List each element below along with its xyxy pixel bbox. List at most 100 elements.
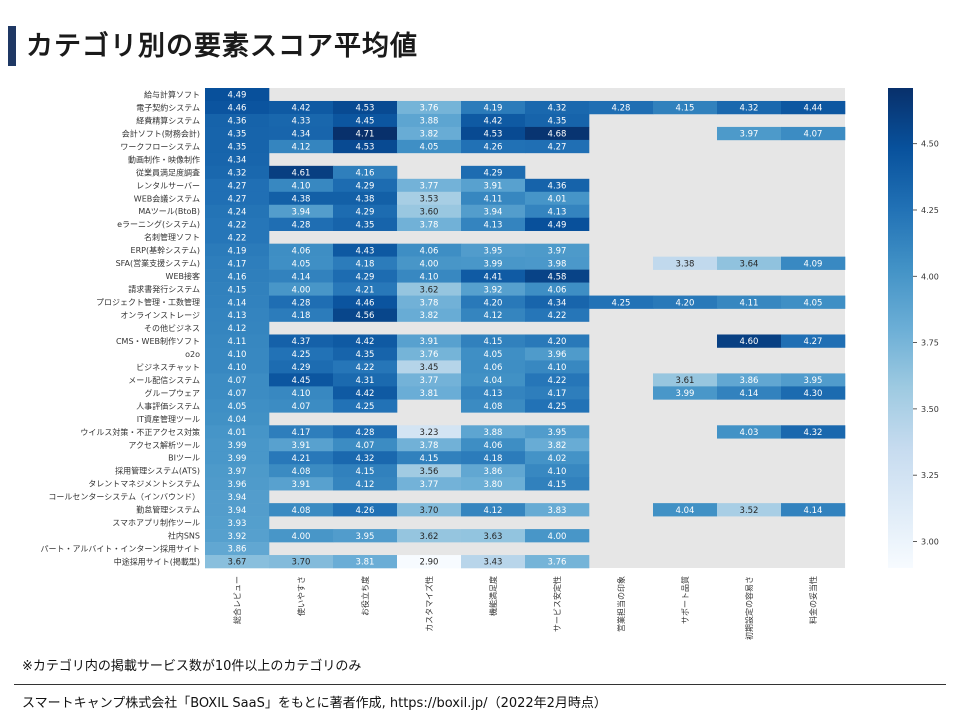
heatmap-cell	[205, 334, 270, 348]
row-label: 請求書発行システム	[128, 284, 200, 294]
heatmap-cell	[525, 464, 590, 478]
cell-value-label: 4.28	[356, 428, 375, 438]
cell-value-label: 3.88	[420, 117, 439, 127]
heatmap-cell	[717, 334, 782, 348]
heatmap-cell	[461, 217, 526, 232]
heatmap-cell	[333, 347, 398, 361]
cell-value-label: 4.00	[292, 285, 311, 295]
cell-value-label: 3.95	[804, 376, 823, 386]
heatmap-cell	[269, 438, 334, 452]
row-label: メール配信システム	[128, 375, 200, 385]
heatmap-cell	[269, 503, 334, 517]
heatmap-cell	[397, 100, 462, 115]
heatmap-cell	[205, 321, 270, 335]
cell-value-label: 4.58	[548, 272, 567, 282]
cell-value-label: 4.32	[740, 104, 759, 114]
heatmap-cell	[461, 282, 526, 296]
cell-value-label: 4.32	[228, 169, 247, 179]
cell-value-label: 3.77	[420, 376, 439, 386]
heatmap-cell	[525, 282, 590, 296]
heatmap-cell	[461, 334, 526, 348]
cell-value-label: 4.49	[228, 91, 247, 101]
row-label: MAツール(BtoB)	[138, 207, 200, 216]
heatmap-cell	[525, 399, 590, 413]
heatmap-cell	[205, 555, 270, 569]
row-label: スマホアプリ制作ツール	[112, 518, 200, 528]
heatmap-cell	[461, 360, 526, 374]
cell-value-label: 4.29	[484, 169, 503, 179]
heatmap-cell	[205, 347, 270, 361]
cell-value-label: 4.42	[356, 337, 375, 347]
heatmap-cell	[781, 503, 846, 517]
cell-value-label: 4.00	[420, 259, 439, 269]
cell-value-label: 4.14	[740, 389, 759, 399]
cell-value-label: 4.29	[356, 207, 375, 217]
cell-value-label: 3.91	[420, 337, 439, 347]
cell-value-label: 4.25	[292, 350, 311, 360]
cell-value-label: 3.82	[420, 311, 439, 321]
heatmap-cell	[525, 334, 590, 348]
heatmap-cell	[653, 100, 718, 115]
cell-value-label: 4.29	[292, 363, 311, 373]
cell-value-label: 4.53	[356, 104, 375, 114]
cell-value-label: 4.19	[228, 246, 247, 256]
cell-value-label: 4.08	[292, 506, 311, 516]
cell-value-label: 4.07	[356, 441, 375, 451]
heatmap-cell	[397, 178, 462, 193]
row-label: WEB接客	[166, 271, 200, 281]
heatmap-cell	[461, 464, 526, 478]
column-label: 料金の妥当性	[808, 576, 818, 624]
row-label: 中途採用サイト(掲載型)	[114, 557, 200, 567]
heatmap-cell	[333, 256, 398, 270]
cell-value-label: 3.64	[740, 259, 759, 269]
cell-value-label: 4.04	[228, 415, 247, 425]
heatmap-cell	[525, 126, 590, 141]
heatmap-cell	[397, 451, 462, 465]
heatmap-cell	[205, 191, 270, 206]
heatmap-cell	[205, 126, 270, 141]
heatmap-cell	[269, 126, 334, 141]
cell-value-label: 4.00	[548, 532, 567, 542]
heatmap-cell	[205, 451, 270, 465]
cell-value-label: 4.17	[292, 428, 311, 438]
heatmap-cell	[205, 399, 270, 413]
row-label: パート・アルバイト・インターン採用サイト	[40, 544, 200, 554]
heatmap-cell	[205, 100, 270, 115]
cell-value-label: 4.25	[548, 402, 567, 412]
heatmap-cell	[269, 282, 334, 296]
heatmap-cell	[461, 477, 526, 491]
heatmap-cell	[205, 360, 270, 374]
heatmap-cell	[397, 503, 462, 517]
cell-value-label: 3.78	[420, 298, 439, 308]
page-title: カテゴリ別の要素スコア平均値	[26, 31, 418, 62]
cell-value-label: 4.32	[804, 428, 823, 438]
cell-value-label: 4.01	[548, 194, 567, 204]
heatmap-cell	[269, 464, 334, 478]
cell-value-label: 4.32	[356, 454, 375, 464]
column-label: 初期設定の容易さ	[744, 576, 754, 640]
heatmap-cell	[333, 360, 398, 374]
heatmap-cell	[269, 113, 334, 128]
colorbar-tick-label: 4.50	[921, 140, 939, 149]
heatmap-cell	[205, 113, 270, 128]
heatmap-cell	[461, 243, 526, 257]
cell-value-label: 4.11	[228, 337, 247, 347]
heatmap-cell	[461, 425, 526, 439]
row-label: 従業員満足度調査	[136, 167, 200, 177]
cell-value-label: 4.61	[292, 169, 311, 179]
heatmap-cell	[333, 295, 398, 309]
cell-value-label: 4.36	[228, 117, 247, 127]
heatmap-cell	[397, 438, 462, 452]
column-label: サービス安定性	[552, 576, 562, 632]
heatmap-cell	[269, 373, 334, 387]
heatmap-cell	[461, 100, 526, 115]
heatmap-cell	[717, 503, 782, 517]
cell-value-label: 4.10	[420, 272, 439, 282]
heatmap-cell	[461, 438, 526, 452]
heatmap-cell	[781, 126, 846, 141]
heatmap-cell	[397, 555, 462, 569]
heatmap-cell	[781, 256, 846, 270]
cell-value-label: 4.07	[228, 389, 247, 399]
cell-value-label: 4.35	[228, 130, 247, 140]
cell-value-label: 4.56	[356, 311, 375, 321]
